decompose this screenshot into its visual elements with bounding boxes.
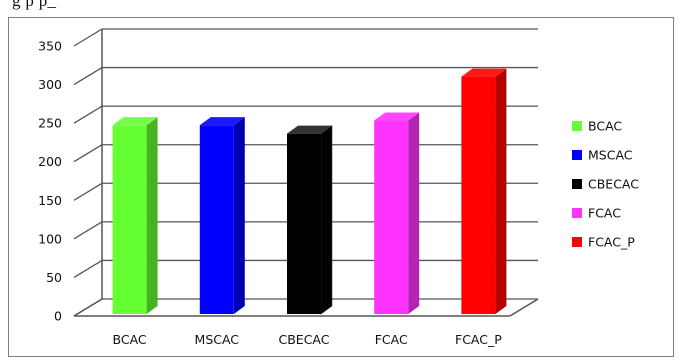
legend-label: FCAC xyxy=(588,206,621,221)
legend-label: FCAC_P xyxy=(588,235,635,250)
bar-front-face xyxy=(374,120,409,315)
bar-side-face xyxy=(408,112,420,315)
bar-top-face xyxy=(374,112,420,121)
legend-swatch xyxy=(572,150,582,160)
x-category-label: CBECAC xyxy=(279,332,330,347)
x-category-label: FCAC xyxy=(375,332,408,347)
legend-label: BCAC xyxy=(588,119,622,134)
legend-item-bcac: BCAC xyxy=(572,119,622,134)
x-category-label: FCAC_P xyxy=(455,332,502,347)
legend-item-cbecac: CBECAC xyxy=(572,177,639,192)
gridline-side xyxy=(73,28,103,47)
legend-swatch xyxy=(572,237,582,247)
bar-side-face xyxy=(233,117,245,315)
bar-top-face xyxy=(112,117,158,126)
legend-label: CBECAC xyxy=(588,177,639,192)
legend-item-fcac: FCAC xyxy=(572,206,621,221)
legend-item-fcac_p: FCAC_P xyxy=(572,235,635,250)
y-tick-label: 250 xyxy=(38,116,62,131)
floor-right-edge xyxy=(509,298,539,317)
bar-top-face xyxy=(287,125,332,134)
bar-top-face xyxy=(199,117,245,126)
bar-fcac xyxy=(374,112,420,315)
bar-fcac_p xyxy=(461,68,507,314)
legend-swatch xyxy=(572,179,582,189)
bar-front-face xyxy=(461,76,496,314)
x-category-label: MSCAC xyxy=(195,332,240,347)
bar-front-face xyxy=(287,133,321,314)
bar-side-face xyxy=(320,125,333,315)
legend-label: MSCAC xyxy=(588,148,633,163)
bar-front-face xyxy=(199,125,234,315)
legend-swatch xyxy=(572,121,582,131)
gridline-side xyxy=(73,182,103,201)
y-axis-tick-labels: 0 50 100 150 200 250 300 350 xyxy=(38,39,62,324)
gridline-side xyxy=(73,67,103,86)
y-tick-label: 0 xyxy=(54,309,62,324)
bar-mscac xyxy=(199,117,245,315)
y-tick-label: 350 xyxy=(38,39,62,54)
bar-front-face xyxy=(112,125,147,315)
x-category-label: BCAC xyxy=(113,332,147,347)
x-axis-category-labels: BCAC MSCAC CBECAC FCAC FCAC_P xyxy=(113,332,503,347)
gridline-side xyxy=(73,105,103,124)
bar-cbecac xyxy=(287,125,333,315)
gridline-side xyxy=(73,259,103,278)
gridline-side xyxy=(73,298,103,317)
bar-side-face xyxy=(495,68,507,314)
bars xyxy=(112,68,507,315)
gridline-side xyxy=(73,144,103,163)
bar-side-face xyxy=(146,117,158,315)
y-tick-label: 150 xyxy=(38,193,62,208)
legend-swatch xyxy=(572,208,582,218)
y-tick-label: 300 xyxy=(38,77,62,92)
chart-frame xyxy=(8,17,674,357)
legend: BCAC MSCAC CBECAC FCAC FCAC_P xyxy=(572,119,639,250)
y-tick-label: 100 xyxy=(38,231,62,246)
legend-item-mscac: MSCAC xyxy=(572,148,633,163)
y-tick-label: 50 xyxy=(46,270,62,285)
caption-fragment: g p p_ xyxy=(12,0,57,10)
bar-top-face xyxy=(461,68,507,77)
bar-bcac xyxy=(112,117,158,315)
gridline-side xyxy=(73,221,103,240)
y-tick-label: 200 xyxy=(38,154,62,169)
